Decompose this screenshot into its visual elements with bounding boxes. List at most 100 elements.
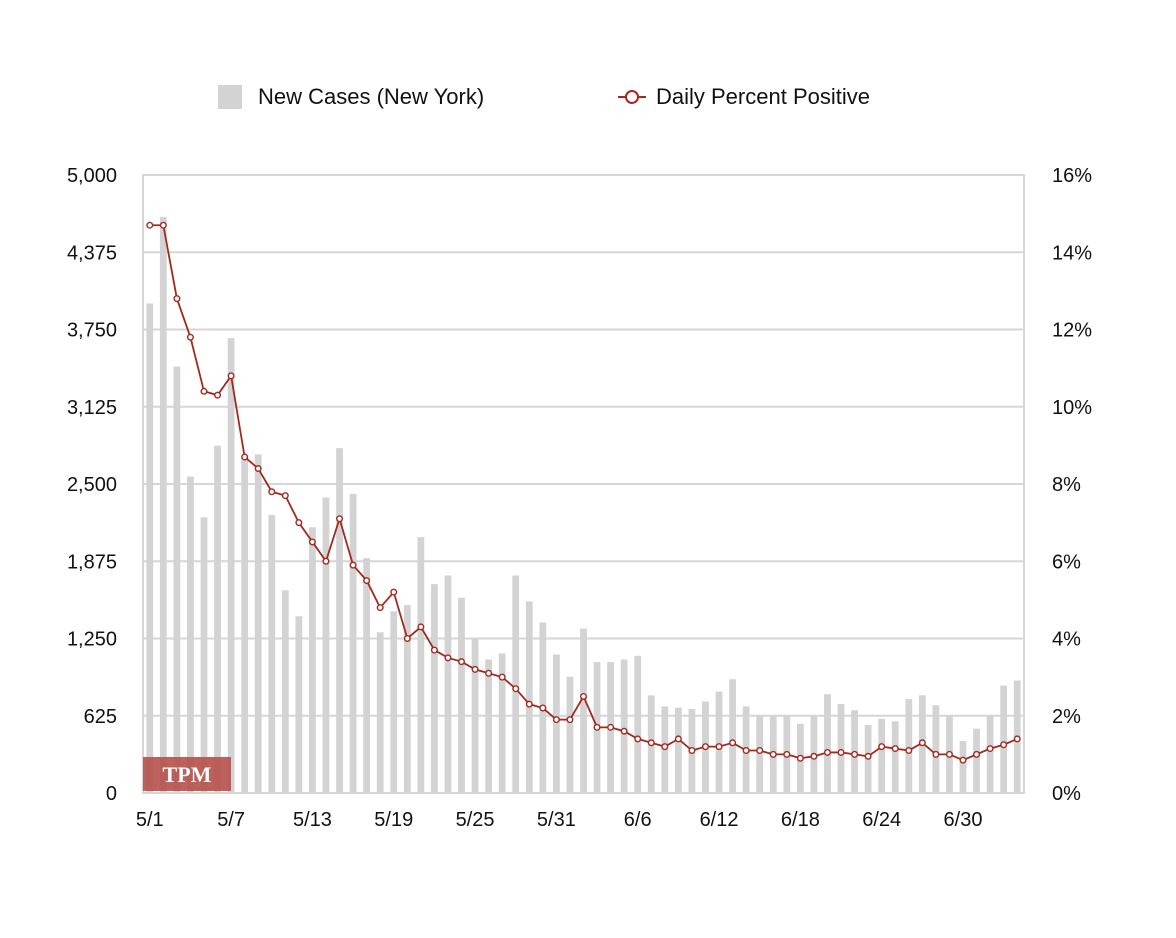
- line-point: [1013, 735, 1021, 743]
- line-point: [485, 669, 493, 677]
- line-point: [512, 685, 520, 693]
- line-point: [254, 465, 262, 473]
- line-point: [851, 750, 859, 758]
- bar: [986, 715, 994, 793]
- line-point: [580, 692, 588, 700]
- line-point: [864, 752, 872, 760]
- line-point: [918, 739, 926, 747]
- line-point: [674, 735, 682, 743]
- bar: [553, 654, 560, 793]
- right-y-tick-label: 12%: [1052, 320, 1092, 342]
- line-point: [227, 372, 235, 380]
- bar: [729, 679, 736, 793]
- bar: [403, 605, 411, 793]
- bar: [891, 721, 899, 793]
- line-point: [810, 752, 818, 760]
- line-point: [268, 488, 276, 496]
- bar: [973, 728, 980, 793]
- line-point: [796, 754, 804, 762]
- bar: [159, 217, 167, 794]
- bar: [525, 601, 533, 793]
- line-point: [146, 221, 154, 229]
- right-y-tick-label: 2%: [1052, 706, 1081, 728]
- right-y-tick-label: 14%: [1052, 242, 1092, 264]
- line-point: [891, 745, 899, 753]
- line-point: [823, 748, 831, 756]
- bar: [620, 659, 628, 793]
- left-y-tick-label: 2,500: [67, 474, 117, 496]
- bar: [187, 476, 194, 793]
- x-tick-label: 6/24: [862, 809, 901, 831]
- line-point: [430, 646, 438, 654]
- line-point: [756, 747, 764, 755]
- bar: [715, 691, 723, 793]
- line-point: [634, 735, 642, 743]
- bar: [498, 653, 506, 793]
- line-series-daily-percent-positive: [146, 221, 1021, 764]
- line-point: [363, 577, 371, 585]
- line-point: [973, 750, 981, 758]
- line-point: [945, 750, 953, 758]
- line-point: [647, 739, 655, 747]
- bar: [566, 676, 574, 793]
- line-point: [959, 756, 967, 764]
- line-point: [349, 561, 357, 569]
- bar: [634, 655, 642, 793]
- legend-line-entry: Daily Percent Positive: [618, 84, 870, 110]
- x-tick-label: 5/19: [374, 809, 413, 831]
- bar-swatch-icon: [218, 85, 242, 109]
- line-point: [837, 748, 845, 756]
- x-tick-label: 5/31: [537, 809, 576, 831]
- bar: [295, 616, 303, 793]
- line-point: [214, 391, 222, 399]
- bar: [580, 628, 587, 793]
- bar: [458, 597, 465, 793]
- legend-line-label: Daily Percent Positive: [656, 84, 870, 109]
- line-point: [186, 333, 194, 341]
- line-point: [308, 538, 316, 546]
- bar: [932, 705, 940, 793]
- line-point: [458, 658, 466, 666]
- x-tick-label: 6/30: [944, 809, 983, 831]
- bar: [674, 707, 682, 793]
- line-point: [525, 700, 533, 708]
- bar: [1000, 685, 1008, 793]
- x-axis-labels: 5/1 5/7 5/13 5/19 5/25 5/31 6/6 6/12 6/18 6/24 6/3…: [136, 809, 983, 831]
- bar: [336, 448, 343, 793]
- bar: [837, 704, 845, 793]
- bar: [173, 366, 181, 793]
- bar: [363, 558, 371, 793]
- line-point: [376, 604, 384, 612]
- line-point: [159, 221, 167, 229]
- line-point: [403, 635, 411, 643]
- line-swatch-marker: [625, 90, 639, 104]
- bar: [376, 632, 384, 793]
- line-point: [593, 723, 601, 731]
- bar: [281, 590, 289, 793]
- x-tick-label: 6/18: [781, 809, 820, 831]
- bar: [349, 493, 357, 793]
- line-point: [986, 745, 994, 753]
- bar: [417, 537, 425, 793]
- bar: [241, 455, 249, 793]
- x-tick-label: 5/7: [217, 809, 245, 831]
- line-point: [173, 295, 181, 303]
- left-y-tick-label: 1,875: [67, 551, 117, 573]
- line-point: [661, 743, 669, 751]
- left-y-tick-label: 625: [84, 706, 117, 728]
- bar: [905, 699, 913, 793]
- line-point: [878, 743, 886, 751]
- bar: [431, 584, 438, 793]
- x-tick-label: 5/13: [293, 809, 332, 831]
- watermark-box: [143, 757, 231, 791]
- line-point: [241, 453, 249, 461]
- right-y-tick-label: 16%: [1052, 165, 1092, 187]
- line-point: [607, 723, 615, 731]
- line-point: [539, 704, 547, 712]
- bar: [512, 575, 520, 793]
- line-point: [1000, 741, 1008, 749]
- bar: [254, 454, 262, 793]
- bar: [390, 611, 398, 793]
- line-point: [769, 750, 777, 758]
